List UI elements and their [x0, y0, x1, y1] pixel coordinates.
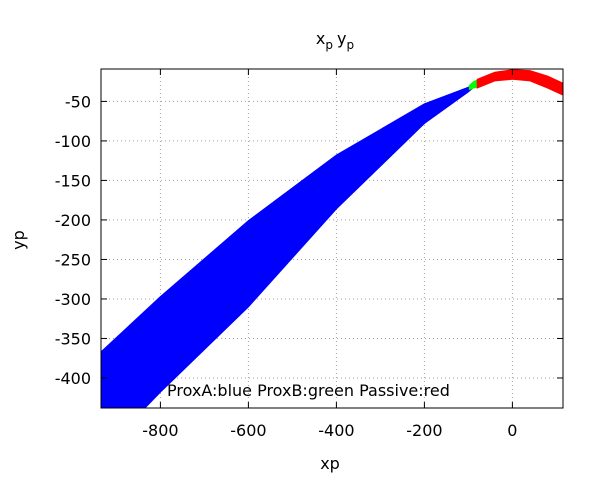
x-tick-label: -600	[230, 421, 266, 440]
chart-title: xp yp	[316, 29, 354, 52]
title-y-sub: p	[346, 38, 354, 52]
y-tick-label: -300	[55, 290, 91, 309]
y-tick-label: -400	[55, 369, 91, 388]
y-axis-label: yp	[9, 230, 28, 250]
tick-layer: -800 -600 -400 -200 0 -50 -100 -150 -200 -250 -300…	[55, 69, 563, 440]
title-x-sub: p	[325, 38, 333, 52]
y-tick-label: -350	[55, 329, 91, 348]
series-band-0	[100, 83, 475, 409]
y-tick-label: -250	[55, 250, 91, 269]
data-layer	[100, 69, 564, 409]
y-tick-label: -150	[55, 171, 91, 190]
y-tick-label: -50	[65, 92, 91, 111]
x-tick-label: 0	[507, 421, 517, 440]
x-tick-label: -800	[142, 421, 178, 440]
x-axis-label: xp	[320, 454, 340, 473]
legend-text: ProxA:blue ProxB:green Passive:red	[167, 381, 450, 400]
plot-frame	[100, 68, 564, 409]
title-y: y	[337, 29, 346, 48]
series-band-2	[476, 69, 564, 96]
x-tick-label: -200	[406, 421, 442, 440]
title-x: x	[316, 29, 325, 48]
x-tick-label: -400	[318, 421, 354, 440]
y-tick-label: -100	[55, 132, 91, 151]
y-tick-label: -200	[55, 211, 91, 230]
series-band-1	[468, 79, 478, 91]
